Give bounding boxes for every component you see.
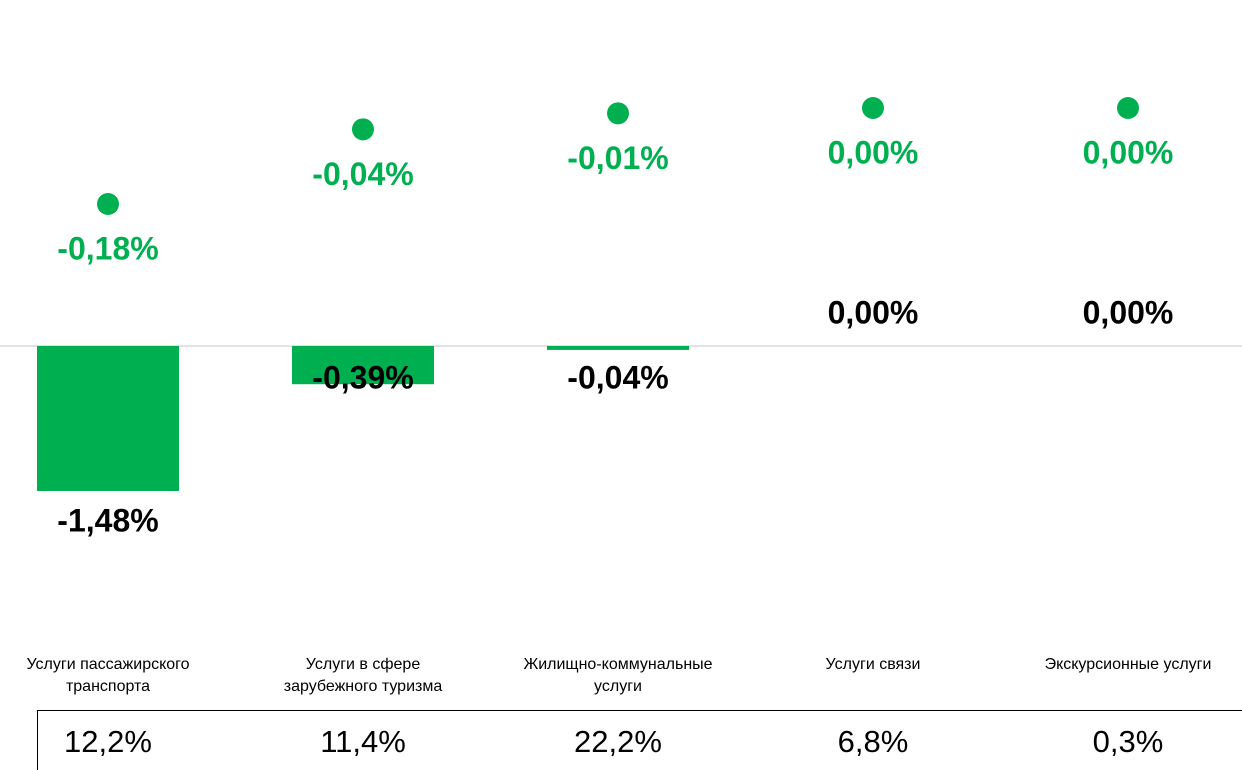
category-label: Услуги в сфере зарубежного туризма (283, 656, 443, 695)
bar (292, 346, 434, 385)
dot-label: -0,04% (312, 156, 413, 192)
category-label: Экскурсионные услуги (1044, 656, 1212, 673)
dot-label: -0,01% (567, 140, 668, 176)
bar-label: -0,39% (312, 359, 413, 395)
dot (352, 118, 374, 141)
category-label: Жилищно-коммунальные услуги (523, 656, 713, 695)
dot-label: -0,18% (57, 230, 158, 266)
bar-label: -0,04% (567, 359, 668, 395)
weight-value: 6,8% (837, 724, 909, 759)
dot (1117, 97, 1139, 119)
category-label: Услуги пассажирского транспорта (26, 656, 190, 695)
weight-value: 11,4% (320, 724, 406, 759)
bar-label: 0,00% (828, 294, 919, 330)
weights-box (37, 710, 1242, 770)
chart: -1,48% -0,18% -0,39% -0,04% -0,04% -0,01% 0,00… (0, 97, 1242, 538)
bar-label: -1,48% (57, 502, 158, 538)
weight-value: 12,2% (64, 724, 152, 759)
bar-label: 0,00% (1083, 294, 1174, 330)
dot-label: 0,00% (828, 134, 919, 170)
weight-value: 0,3% (1092, 724, 1164, 759)
weight-value: 22,2% (574, 724, 662, 759)
dot (607, 102, 629, 125)
bar (37, 346, 179, 491)
dot (97, 193, 119, 215)
dot (862, 97, 884, 119)
category-label: Услуги связи (825, 656, 921, 673)
bar (547, 346, 689, 350)
dot-label: 0,00% (1083, 134, 1174, 170)
